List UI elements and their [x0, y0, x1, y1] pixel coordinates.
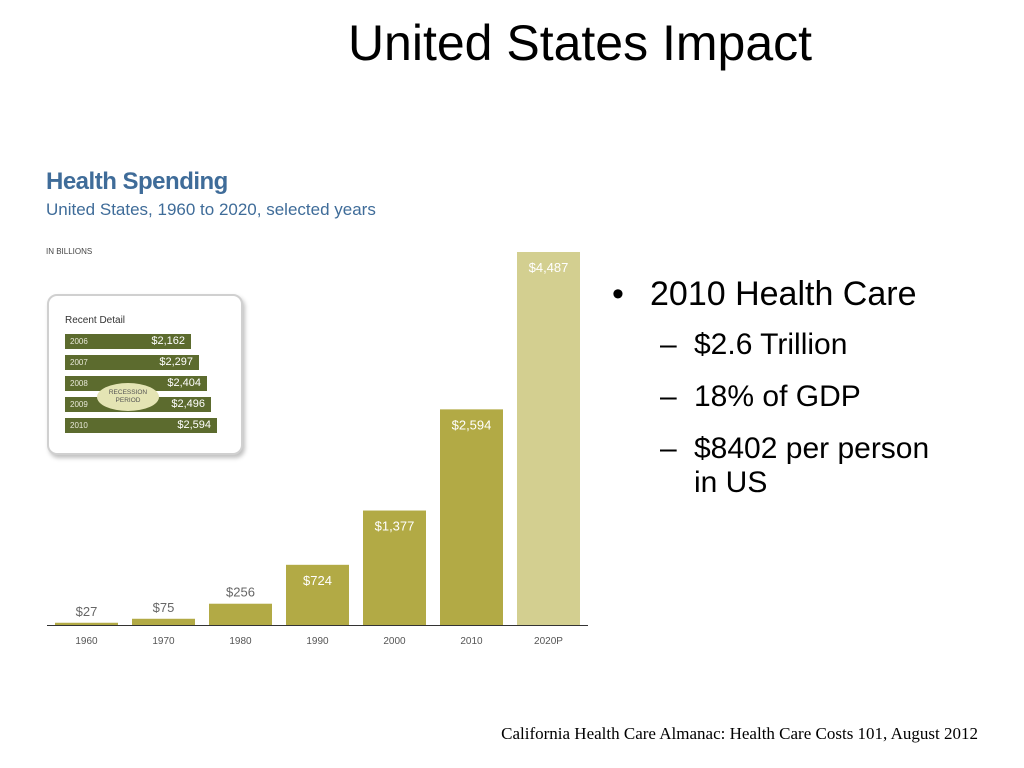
slide-title: United States Impact — [347, 15, 813, 71]
data-label: $75 — [153, 600, 175, 615]
bar-1990 — [286, 564, 349, 625]
sub-bullet-item: – 18% of GDP — [612, 380, 1012, 414]
bar-2020P — [517, 252, 580, 625]
x-tick-label: 1980 — [229, 636, 252, 647]
recent-detail-row: 2006 $2,162 — [65, 334, 191, 349]
recent-detail-value: $2,496 — [171, 398, 205, 410]
recent-detail-value: $2,404 — [167, 377, 201, 389]
bar-2000 — [363, 510, 426, 625]
recession-period-badge: RECESSION PERIOD — [97, 383, 159, 411]
recent-detail-value: $2,162 — [151, 335, 185, 347]
source-citation: California Health Care Almanac: Health C… — [501, 724, 978, 743]
x-tick-label: 2020P — [534, 636, 563, 647]
bar-1960 — [55, 622, 118, 625]
sub-bullet-item: – $2.6 Trillion — [612, 328, 1012, 362]
bar-2010 — [440, 409, 503, 625]
x-tick-label: 2010 — [460, 636, 483, 647]
recent-detail-year: 2009 — [70, 400, 88, 409]
data-label: $4,487 — [529, 260, 569, 275]
sub-bullet-text-continued: in US — [694, 466, 768, 499]
chart-title: Health Spending — [46, 168, 228, 195]
data-label: $724 — [303, 573, 332, 588]
recent-detail-row: 2007 $2,297 — [65, 355, 199, 370]
recent-detail-year: 2007 — [70, 358, 88, 367]
data-label: $2,594 — [452, 417, 492, 432]
recent-detail-box: Recent Detail 2006 $2,162 2007 $2,297 2008 $2… — [47, 294, 243, 455]
recent-detail-year: 2010 — [70, 421, 88, 430]
sub-bullet-text: $2.6 Trillion — [694, 328, 848, 361]
recent-detail-year: 2006 — [70, 337, 88, 346]
chart-unit-label: IN BILLIONS — [46, 247, 93, 256]
x-tick-label: 1970 — [152, 636, 175, 647]
recent-detail-row: 2010 $2,594 — [65, 418, 217, 433]
data-label: $1,377 — [375, 519, 415, 534]
sub-bullet-text: 18% of GDP — [694, 380, 861, 413]
dash-icon: – — [660, 432, 677, 465]
recent-detail-value: $2,297 — [159, 356, 193, 368]
bullet-text: 2010 Health Care — [650, 275, 917, 313]
bar-chart: $27 1960 $75 1970 $256 1980 $724 1990 $1,377 2000… — [47, 252, 588, 647]
x-tick-label: 1960 — [75, 636, 98, 647]
bullet-list: • 2010 Health Care – $2.6 Trillion – 18%… — [612, 275, 1012, 500]
sub-bullet-item: – $8402 per person in US — [612, 432, 1012, 500]
sub-bullet-text: $8402 per person — [694, 432, 930, 465]
data-label: $27 — [76, 604, 98, 619]
recent-detail-year: 2008 — [70, 379, 88, 388]
x-tick-label: 2000 — [383, 636, 406, 647]
x-tick-label: 1990 — [306, 636, 329, 647]
data-label: $256 — [226, 585, 255, 600]
bullet-dot-icon: • — [612, 275, 624, 313]
bullet-item: • 2010 Health Care — [612, 275, 1012, 314]
bar-1970 — [132, 618, 195, 625]
chart-subtitle: United States, 1960 to 2020, selected ye… — [46, 200, 376, 219]
recent-detail-title: Recent Detail — [65, 315, 126, 326]
recent-detail-value: $2,594 — [177, 419, 211, 431]
bar-1980 — [209, 603, 272, 625]
dash-icon: – — [660, 328, 677, 361]
dash-icon: – — [660, 380, 677, 413]
